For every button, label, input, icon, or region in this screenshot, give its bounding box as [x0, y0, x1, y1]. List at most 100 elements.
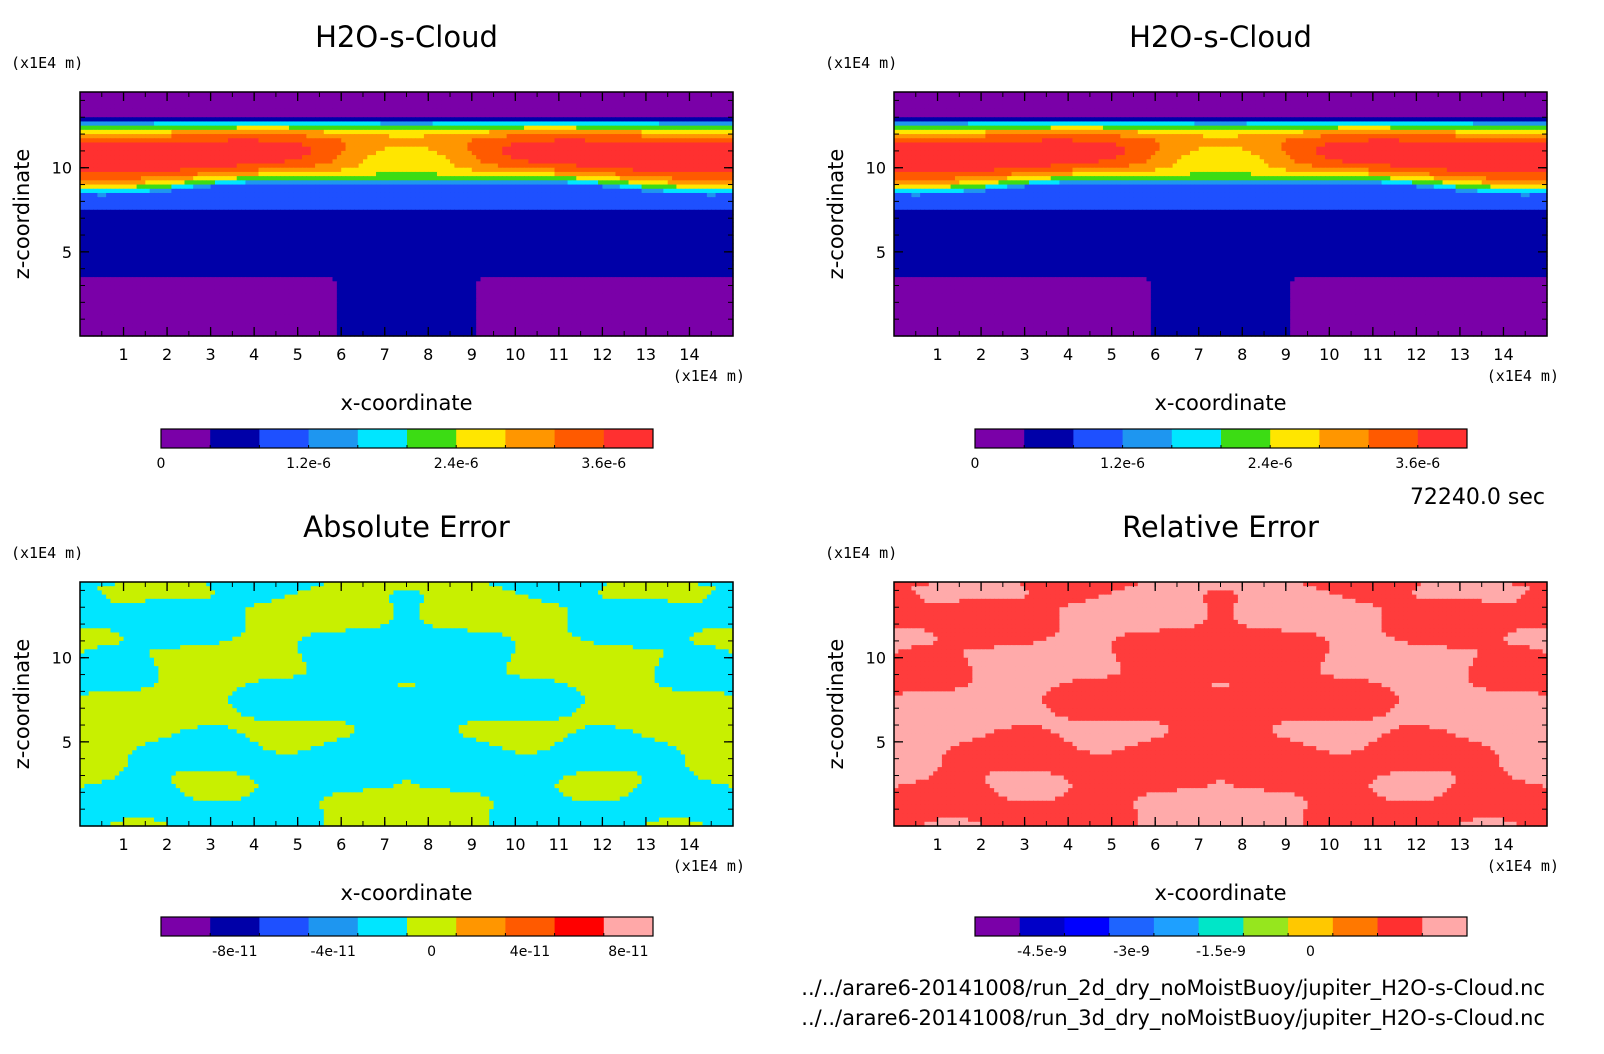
heatmap-cell — [336, 167, 342, 173]
heatmap-cell — [693, 197, 699, 202]
heatmap-cell — [584, 108, 590, 114]
heatmap-cell — [219, 150, 225, 156]
heatmap-cell — [458, 214, 464, 219]
heatmap-cell — [606, 146, 612, 152]
heatmap-cell — [345, 218, 351, 224]
heatmap-cell — [580, 167, 586, 173]
heatmap-cell — [706, 100, 712, 106]
heatmap-cell — [171, 167, 177, 173]
heatmap-cell — [532, 138, 538, 144]
heatmap-cell — [88, 188, 94, 194]
heatmap-cell — [275, 184, 281, 190]
heatmap-cell — [132, 117, 138, 123]
heatmap-cell — [389, 192, 395, 198]
heatmap-cell — [175, 192, 181, 198]
heatmap-cell — [254, 121, 260, 127]
heatmap-cell — [302, 209, 307, 215]
heatmap-cell — [80, 201, 85, 207]
heatmap-cell — [706, 142, 712, 148]
heatmap-cell — [175, 92, 181, 97]
heatmap-cell — [428, 150, 434, 156]
heatmap-cell — [228, 184, 233, 190]
heatmap-cell — [288, 222, 294, 228]
heatmap-cell — [480, 159, 486, 165]
heatmap-cell — [493, 167, 499, 173]
heatmap-cell — [245, 205, 251, 211]
heatmap-cell — [676, 188, 682, 194]
heatmap-cell — [524, 142, 529, 148]
heatmap-cell — [371, 146, 377, 152]
heatmap-cell — [302, 192, 307, 198]
heatmap-cell — [436, 226, 442, 232]
heatmap-cell — [410, 192, 416, 198]
heatmap-cell — [223, 150, 229, 156]
heatmap-cell — [454, 113, 460, 118]
heatmap-cell — [358, 218, 364, 224]
heatmap-cell — [293, 226, 299, 232]
heatmap-cell — [672, 171, 677, 177]
heatmap-cell — [497, 180, 503, 186]
heatmap-cell — [123, 214, 129, 219]
heatmap-cell — [140, 155, 146, 160]
heatmap-cell — [332, 197, 338, 202]
heatmap-cell — [615, 209, 621, 215]
heatmap-cell — [489, 155, 495, 160]
heatmap-cell — [441, 129, 447, 135]
heatmap-cell — [328, 184, 334, 190]
heatmap-cell — [467, 180, 473, 186]
heatmap-cell — [719, 209, 725, 215]
heatmap-cell — [510, 121, 516, 127]
heatmap-cell — [654, 218, 660, 224]
heatmap-cell — [719, 205, 725, 211]
heatmap-cell — [497, 218, 503, 224]
heatmap-cell — [284, 218, 290, 224]
heatmap-cell — [624, 184, 630, 190]
heatmap-cell — [619, 96, 625, 102]
heatmap-cell — [615, 205, 621, 211]
heatmap-cell — [197, 176, 203, 181]
heatmap-cell — [724, 142, 730, 148]
heatmap-cell — [432, 159, 438, 165]
heatmap-cell — [114, 129, 120, 135]
heatmap-cell — [384, 155, 390, 160]
heatmap-cell — [140, 150, 146, 156]
heatmap-cell — [724, 209, 730, 215]
heatmap-cell — [132, 171, 138, 177]
heatmap-cell — [123, 197, 129, 202]
heatmap-cell — [445, 150, 451, 156]
heatmap-cell — [632, 197, 638, 202]
heatmap-cell — [428, 209, 434, 215]
heatmap-cell — [667, 176, 673, 181]
heatmap-cell — [223, 209, 229, 215]
heatmap-cell — [97, 214, 103, 219]
heatmap-cell — [624, 129, 630, 135]
heatmap-cell — [632, 222, 638, 228]
heatmap-cell — [654, 209, 660, 215]
heatmap-cell — [302, 150, 307, 156]
heatmap-cell — [323, 100, 329, 106]
heatmap-cell — [463, 201, 469, 207]
heatmap-cell — [537, 146, 543, 152]
heatmap-cell — [310, 125, 316, 131]
heatmap-cell — [510, 117, 516, 123]
heatmap-cell — [584, 142, 590, 148]
heatmap-cell — [672, 167, 677, 173]
heatmap-cell — [702, 163, 708, 169]
heatmap-cell — [271, 222, 277, 228]
heatmap-cell — [432, 171, 438, 177]
heatmap-cell — [606, 121, 612, 127]
heatmap-cell — [119, 176, 125, 181]
heatmap-cell — [223, 129, 229, 135]
heatmap-cell — [672, 222, 677, 228]
heatmap-cell — [210, 96, 216, 102]
heatmap-cell — [380, 201, 386, 207]
heatmap-cell — [254, 125, 260, 131]
heatmap-cell — [624, 96, 630, 102]
heatmap-cell — [123, 167, 129, 173]
heatmap-cell — [558, 188, 564, 194]
heatmap-cell — [376, 222, 381, 228]
heatmap-cell — [93, 226, 99, 232]
heatmap-cell — [389, 214, 395, 219]
heatmap-cell — [232, 138, 238, 144]
heatmap-cell — [123, 125, 129, 131]
